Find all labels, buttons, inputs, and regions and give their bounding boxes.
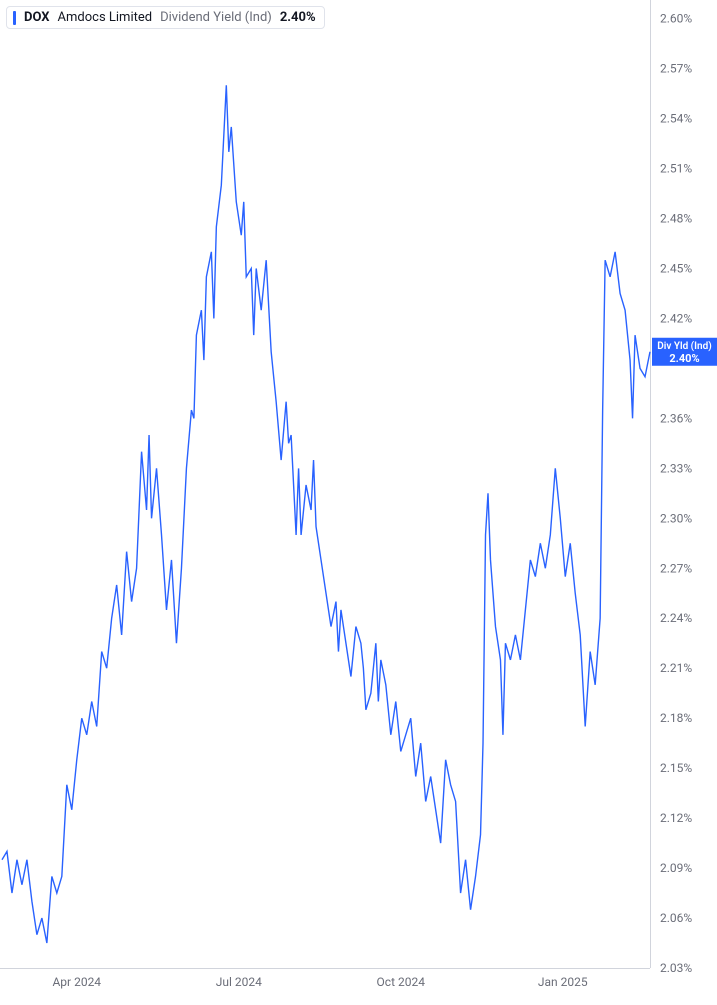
y-tick-label: 2.60% [660, 12, 692, 26]
y-tick-label: 2.03% [660, 961, 692, 975]
y-tick-label: 2.09% [660, 861, 692, 875]
legend-accent [13, 11, 16, 25]
y-tick-label: 2.21% [660, 661, 692, 675]
y-tick-label: 2.45% [660, 261, 692, 275]
line-chart-svg: 2.03% 2.06% 2.09% 2.12% 2.15% 2.18% 2.21% 2.24%… [0, 0, 717, 1005]
legend-metric: Dividend Yield (Ind) [160, 10, 272, 25]
y-tick-label: 2.18% [660, 711, 692, 725]
chart-legend[interactable]: DOX Amdocs Limited Dividend Yield (Ind) … [6, 6, 325, 29]
y-tick-label: 2.12% [660, 811, 692, 825]
y-tick-label: 2.57% [660, 62, 692, 76]
y-tick-label: 2.27% [660, 561, 692, 575]
legend-value: 2.40% [280, 10, 316, 25]
y-tick-label: 2.33% [660, 461, 692, 475]
y-tick-label: 2.51% [660, 162, 692, 176]
y-tick-label: 2.24% [660, 611, 692, 625]
y-tick-label: 2.54% [660, 112, 692, 126]
legend-company: Amdocs Limited [58, 10, 153, 25]
series-line [2, 85, 650, 943]
x-tick-label: Jul 2024 [216, 975, 262, 989]
y-tick-label: 2.48% [660, 212, 692, 226]
legend-ticker: DOX [24, 10, 50, 25]
chart-area[interactable]: 2.03% 2.06% 2.09% 2.12% 2.15% 2.18% 2.21% 2.24%… [0, 0, 717, 1005]
x-tick-label: Oct 2024 [377, 975, 426, 989]
value-badge-value: 2.40% [669, 352, 699, 365]
value-badge-title: Div Yld (Ind) [657, 340, 712, 352]
y-tick-label: 2.30% [660, 511, 692, 525]
y-tick-label: 2.15% [660, 761, 692, 775]
x-tick-label: Jan 2025 [538, 975, 588, 989]
y-tick-label: 2.36% [660, 411, 692, 425]
y-tick-label: 2.06% [660, 911, 692, 925]
y-tick-label: 2.42% [660, 311, 692, 325]
x-tick-label: Apr 2024 [52, 975, 101, 989]
